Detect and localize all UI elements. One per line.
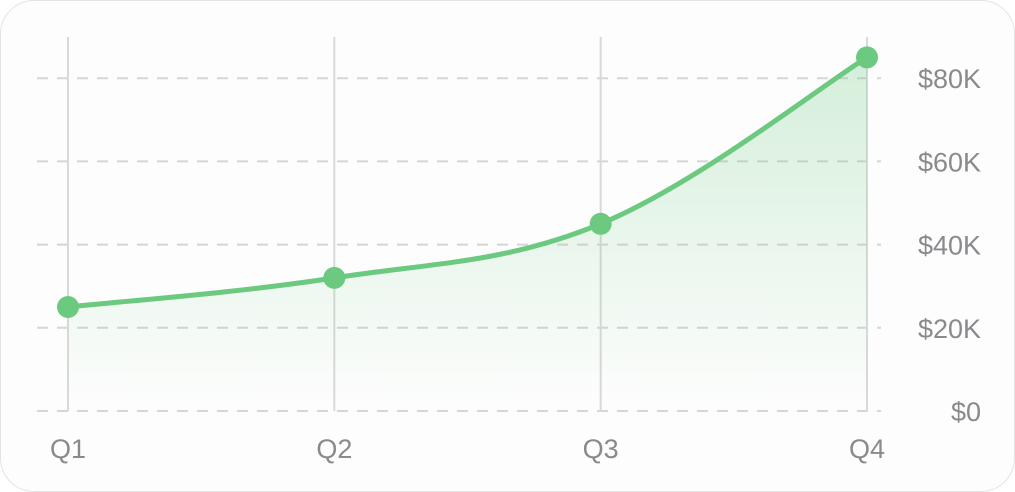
x-tick-label-q4: Q4	[849, 434, 885, 464]
x-tick-label-q3: Q3	[583, 434, 619, 464]
y-axis-tick-labels: $0 $20K $40K $60K $80K	[918, 64, 981, 427]
series-line	[65, 54, 870, 310]
y-tick-label-4: $80K	[918, 64, 981, 94]
x-axis-tick-labels: Q1 Q2 Q3 Q4	[50, 434, 885, 464]
x-tick-label-q1: Q1	[50, 434, 86, 464]
x-tick-label-q2: Q2	[316, 434, 352, 464]
data-points-layer	[57, 46, 878, 318]
data-point-q1[interactable]	[57, 296, 79, 318]
data-point-q4[interactable]	[856, 46, 878, 69]
y-tick-label-0: $0	[951, 397, 981, 427]
y-tick-label-2: $40K	[918, 231, 981, 261]
y-tick-label-1: $20K	[918, 314, 981, 344]
data-point-q2[interactable]	[323, 266, 346, 289]
series-area	[68, 57, 867, 412]
data-point-q3[interactable]	[589, 212, 612, 235]
y-tick-label-3: $60K	[918, 147, 981, 177]
series-line-layer	[65, 54, 870, 310]
area-fill-layer	[68, 57, 867, 412]
